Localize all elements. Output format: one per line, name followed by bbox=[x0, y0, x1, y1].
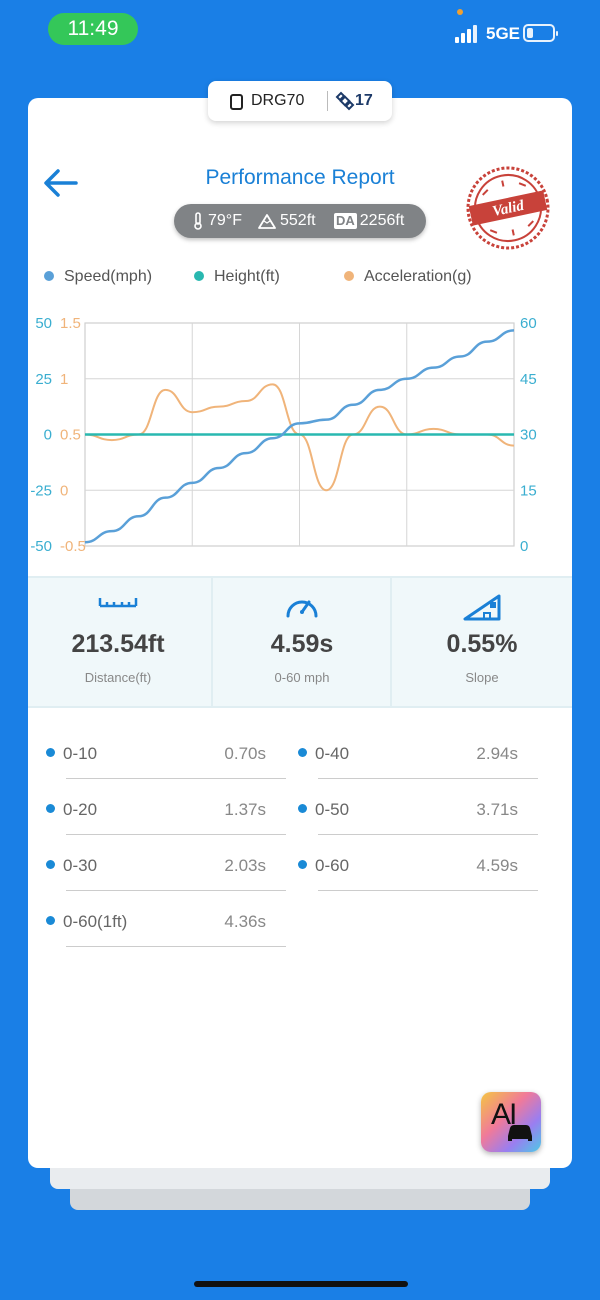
list-item: 0-60(1ft) 4.36s bbox=[46, 906, 286, 962]
ai-assistant-button[interactable]: AI bbox=[481, 1092, 541, 1152]
mountain-icon bbox=[258, 214, 276, 229]
divider bbox=[327, 91, 328, 111]
tick-label-left: 25 bbox=[35, 371, 52, 388]
slope-value: 0.55% bbox=[446, 630, 518, 658]
divider bbox=[390, 578, 392, 706]
device-icon bbox=[230, 94, 243, 110]
legend-acceleration: Acceleration(g) bbox=[344, 268, 472, 286]
report-card: Performance Report 79°F 552ft DA 2256ft V… bbox=[28, 98, 572, 1168]
battery-icon bbox=[523, 24, 558, 42]
car-icon bbox=[508, 1125, 532, 1141]
tick-label-left: 50 bbox=[35, 315, 52, 332]
tick-label-right: 15 bbox=[520, 482, 537, 499]
stats-panel: 213.54ft Distance(ft) 4.59s 0-60 mph 0.5… bbox=[28, 576, 572, 708]
slope-label: Slope bbox=[465, 670, 499, 685]
tick-label-left2: -0.5 bbox=[60, 538, 86, 555]
tick-label-left2: 1 bbox=[60, 371, 68, 388]
divider bbox=[211, 578, 213, 706]
stamp-text: Valid bbox=[491, 198, 526, 220]
altitude: 552ft bbox=[280, 212, 316, 229]
tick-label-left2: 0.5 bbox=[60, 427, 81, 444]
series-line-speedmph bbox=[84, 329, 515, 544]
distance-value: 213.54ft bbox=[71, 630, 165, 658]
zero-sixty-value: 4.59s bbox=[270, 630, 334, 658]
tick-label-right: 30 bbox=[520, 427, 537, 444]
conditions-pill: 79°F 552ft DA 2256ft bbox=[174, 204, 426, 238]
tick-label-left: 0 bbox=[44, 427, 52, 444]
back-arrow-icon[interactable] bbox=[42, 168, 78, 198]
list-item: 0-30 2.03s bbox=[46, 850, 286, 906]
device-tab[interactable]: DRG70 17 bbox=[208, 81, 392, 121]
card-stack-middle bbox=[50, 1165, 550, 1189]
list-item: 0-50 3.71s bbox=[298, 794, 538, 850]
stat-zero-sixty: 4.59s 0-60 mph bbox=[212, 578, 392, 706]
tick-label-right: 0 bbox=[520, 538, 528, 555]
legend-speed: Speed(mph) bbox=[44, 268, 152, 286]
density-altitude: 2256ft bbox=[359, 212, 405, 229]
slope-icon bbox=[463, 594, 501, 621]
page-title: Performance Report bbox=[205, 166, 395, 189]
signal-icon bbox=[455, 25, 479, 43]
density-altitude-badge: DA bbox=[334, 213, 357, 229]
zero-sixty-label: 0-60 mph bbox=[274, 670, 330, 685]
temperature: 79°F bbox=[208, 212, 242, 229]
tick-label-left2: 0 bbox=[60, 482, 68, 499]
list-item: 0-40 2.94s bbox=[298, 738, 538, 794]
list-item: 0-10 0.70s bbox=[46, 738, 286, 794]
performance-chart: 50 25 0 -25 -50 1.5 1 0.5 0 -0.5 60 45 30 15 0 bbox=[30, 315, 537, 555]
device-name: DRG70 bbox=[251, 92, 305, 109]
status-bar: 11:49 5GE bbox=[0, 0, 600, 60]
stat-slope: 0.55% Slope bbox=[392, 578, 572, 706]
card-stack-back bbox=[70, 1186, 530, 1210]
privacy-indicator bbox=[457, 9, 463, 15]
tick-label-right: 60 bbox=[520, 315, 537, 332]
stat-distance: 213.54ft Distance(ft) bbox=[28, 578, 208, 706]
legend-height: Height(ft) bbox=[194, 268, 280, 286]
satellite-count: 17 bbox=[355, 92, 373, 109]
tick-label-left2: 1.5 bbox=[60, 315, 81, 332]
home-indicator bbox=[194, 1281, 408, 1287]
network-label: 5GE bbox=[486, 24, 521, 43]
valid-stamp: Valid bbox=[466, 166, 550, 250]
satellite-icon bbox=[335, 91, 355, 111]
tick-label-right: 45 bbox=[520, 371, 537, 388]
speedometer-icon bbox=[286, 600, 318, 618]
list-item: 0-20 1.37s bbox=[46, 794, 286, 850]
list-item: 0-60 4.59s bbox=[298, 850, 538, 906]
tick-label-left: -25 bbox=[30, 482, 52, 499]
clock: 11:49 bbox=[48, 13, 138, 45]
distance-label: Distance(ft) bbox=[84, 670, 152, 685]
thermometer-icon bbox=[194, 212, 202, 230]
tick-label-left: -50 bbox=[30, 538, 52, 555]
ruler-icon bbox=[98, 598, 138, 608]
